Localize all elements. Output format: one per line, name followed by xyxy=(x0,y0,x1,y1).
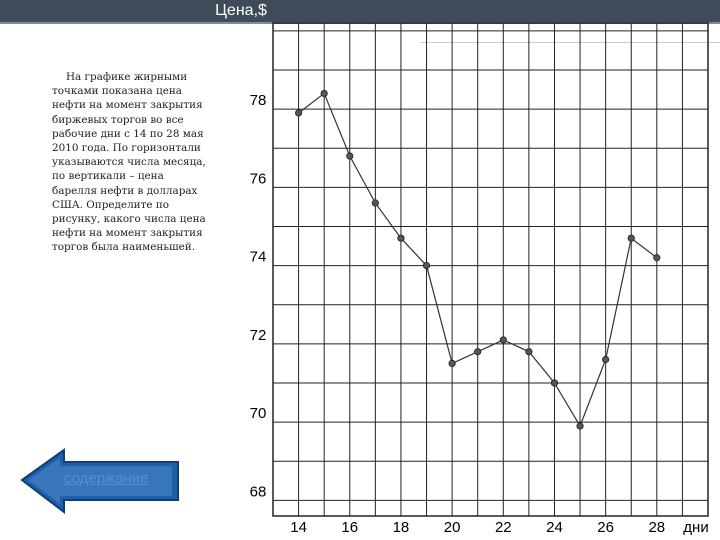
y-tick-label: 76 xyxy=(250,170,267,187)
data-point xyxy=(422,261,431,270)
y-tick-label: 74 xyxy=(250,249,267,266)
data-point xyxy=(294,109,303,117)
data-point xyxy=(346,152,354,160)
x-tick-label: 14 xyxy=(290,519,307,536)
y-tick-label: 72 xyxy=(250,327,267,344)
data-point xyxy=(320,89,328,98)
data-point xyxy=(499,336,507,344)
data-point xyxy=(550,379,559,387)
header-accent-line xyxy=(420,24,720,43)
x-tick-label: 22 xyxy=(495,519,512,536)
data-point xyxy=(371,199,379,207)
data-point xyxy=(653,254,661,262)
data-point xyxy=(602,355,610,364)
chart-points xyxy=(294,89,661,430)
chart-title: Цена,$ xyxy=(215,2,267,19)
x-tick-label: 20 xyxy=(444,519,461,536)
contents-label: содержание xyxy=(64,470,149,487)
x-tick-label: 28 xyxy=(648,519,665,536)
chart-ticks: 14 16 18 20 22 24 26 28 68 70 72 74 76 78 дни xyxy=(250,92,709,536)
task-description: На графике жирными точками показана цена… xyxy=(52,71,206,254)
data-point xyxy=(474,348,482,356)
data-point xyxy=(525,348,533,356)
chart-grid xyxy=(272,22,709,517)
contents-button[interactable]: содержание xyxy=(20,448,180,520)
y-tick-label: 68 xyxy=(250,483,267,500)
back-arrow-icon xyxy=(20,448,179,515)
x-tick-label: 16 xyxy=(341,519,358,536)
x-tick-label: 24 xyxy=(546,519,563,536)
x-tick-label: 26 xyxy=(597,519,614,536)
plot-frame xyxy=(272,22,709,517)
y-tick-label: 70 xyxy=(250,405,267,422)
header-band xyxy=(0,0,720,22)
y-tick-label: 78 xyxy=(250,92,267,109)
x-tick-label: 18 xyxy=(393,519,410,536)
x-axis-label: дни xyxy=(683,519,708,536)
data-point xyxy=(448,359,456,368)
data-point xyxy=(576,422,584,430)
data-point xyxy=(627,234,635,242)
data-point xyxy=(397,234,405,242)
